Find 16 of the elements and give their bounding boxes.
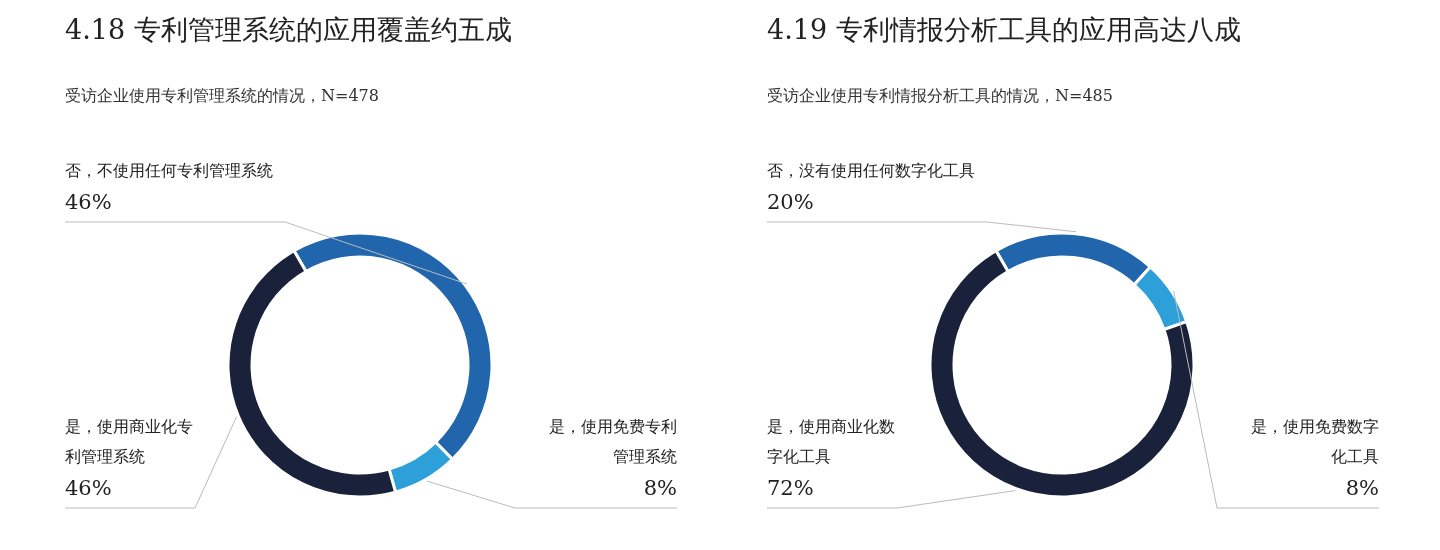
data-label: 20% [767, 189, 815, 216]
data-label: 46% [65, 189, 113, 216]
slice-label: 否，不使用任何专利管理系统 [65, 160, 274, 182]
slice-label: 是，使用免费专利管理系统 [548, 416, 677, 468]
chart-subtitle: 受访企业使用专利管理系统的情况，N=478 [65, 86, 379, 107]
slice-label: 是，使用商业化专利管理系统 [65, 416, 194, 468]
slice-label: 否，没有使用任何数字化工具 [767, 160, 976, 182]
data-label: 72% [767, 475, 815, 502]
data-label: 8% [1344, 475, 1379, 502]
chart-title: 4.18 专利管理系统的应用覆盖约五成 [65, 13, 512, 47]
data-label: 8% [642, 475, 677, 502]
data-label: 46% [65, 475, 113, 502]
slice-label: 是，使用免费数字化工具 [1250, 416, 1379, 468]
slice-label: 是，使用商业化数字化工具 [767, 416, 896, 468]
chart-title: 4.19 专利情报分析工具的应用高达八成 [767, 13, 1241, 47]
chart-subtitle: 受访企业使用专利情报分析工具的情况，N=485 [767, 86, 1113, 107]
